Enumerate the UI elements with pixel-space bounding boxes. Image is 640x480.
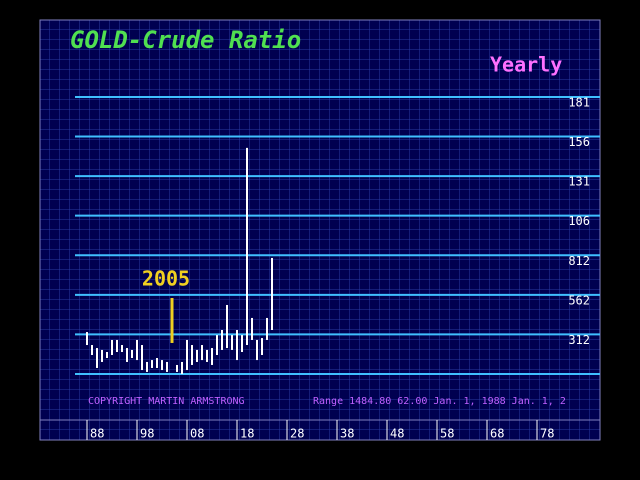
x-tick-label: 08 — [190, 427, 204, 441]
y-tick-label: 812 — [568, 254, 590, 268]
y-tick-label: 562 — [568, 293, 590, 307]
chart-subtitle: Yearly — [490, 53, 562, 77]
x-tick-label: 88 — [90, 427, 104, 441]
x-tick-label: 68 — [490, 427, 504, 441]
y-tick-label: 312 — [568, 333, 590, 347]
y-tick-label: 181 — [568, 95, 590, 109]
range-text: Range 1484.80 62.00 Jan. 1, 1988 Jan. 1,… — [313, 396, 566, 407]
chart-title: GOLD-Crude Ratio — [70, 26, 301, 54]
x-tick-label: 38 — [340, 427, 354, 441]
annotation: 2005 — [142, 267, 190, 291]
x-tick-label: 48 — [390, 427, 404, 441]
plot-frame — [39, 19, 601, 441]
y-tick-label: 131 — [568, 175, 590, 189]
y-tick-label: 106 — [568, 214, 590, 228]
x-tick-label: 28 — [290, 427, 304, 441]
x-tick-label: 18 — [240, 427, 254, 441]
copyright: COPYRIGHT MARTIN ARMSTRONG — [88, 396, 245, 407]
x-tick-label: 98 — [140, 427, 154, 441]
y-tick-label: 156 — [568, 135, 590, 149]
x-tick-label: 58 — [440, 427, 454, 441]
x-tick-label: 78 — [540, 427, 554, 441]
